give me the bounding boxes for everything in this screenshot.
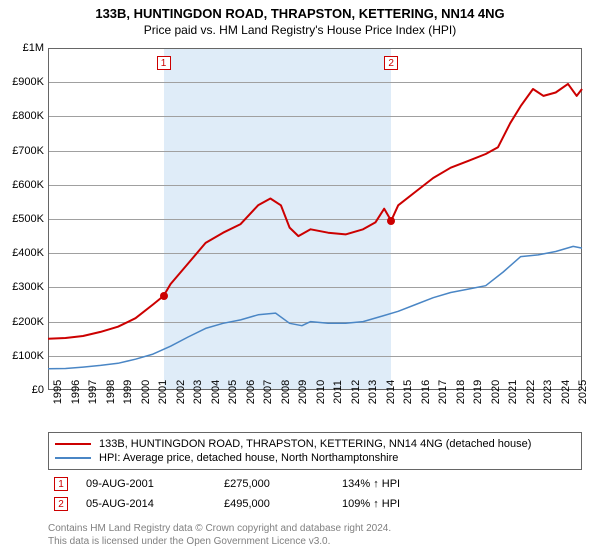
x-tick-label: 2007 [262, 380, 274, 404]
x-tick-label: 2022 [525, 380, 537, 404]
x-tick-label: 2001 [157, 380, 169, 404]
y-tick-label: £0 [32, 384, 44, 396]
x-tick-label: 2025 [577, 380, 589, 404]
sale-row: 2 05-AUG-2014 £495,000 109% ↑ HPI [48, 494, 582, 514]
sale-marker-dot [160, 292, 168, 300]
x-tick-label: 2013 [367, 380, 379, 404]
chart-subtitle: Price paid vs. HM Land Registry's House … [0, 21, 600, 41]
x-tick-label: 2008 [280, 380, 292, 404]
line-series-svg [48, 48, 582, 390]
legend-swatch [55, 457, 91, 459]
x-tick-label: 2015 [402, 380, 414, 404]
x-tick-label: 2006 [245, 380, 257, 404]
x-tick-label: 2005 [227, 380, 239, 404]
sale-row: 1 09-AUG-2001 £275,000 134% ↑ HPI [48, 474, 582, 494]
sale-row-marker: 2 [54, 497, 68, 511]
sale-price: £495,000 [224, 498, 324, 510]
x-tick-label: 2012 [350, 380, 362, 404]
legend-label: 133B, HUNTINGDON ROAD, THRAPSTON, KETTER… [99, 438, 531, 450]
legend-label: HPI: Average price, detached house, Nort… [99, 452, 398, 464]
x-tick-label: 2018 [455, 380, 467, 404]
x-tick-label: 1996 [70, 380, 82, 404]
x-tick-label: 1995 [52, 380, 64, 404]
y-tick-label: £900K [12, 76, 44, 88]
y-tick-label: £200K [12, 316, 44, 328]
sales-table: 1 09-AUG-2001 £275,000 134% ↑ HPI 2 05-AUG-20… [48, 474, 582, 514]
series-hpi [48, 246, 582, 368]
y-tick-label: £600K [12, 179, 44, 191]
chart-area: 12 £0£100K£200K£300K£400K£500K£600K£700K… [48, 48, 582, 390]
sale-row-marker: 1 [54, 477, 68, 491]
sale-date: 05-AUG-2014 [86, 498, 206, 510]
x-tick-label: 1999 [122, 380, 134, 404]
legend-item: HPI: Average price, detached house, Nort… [55, 451, 575, 465]
x-tick-label: 2002 [175, 380, 187, 404]
x-tick-label: 2009 [297, 380, 309, 404]
x-tick-label: 2010 [315, 380, 327, 404]
y-tick-label: £700K [12, 145, 44, 157]
sale-hpi: 109% ↑ HPI [342, 498, 462, 510]
legend-item: 133B, HUNTINGDON ROAD, THRAPSTON, KETTER… [55, 437, 575, 451]
y-tick-label: £300K [12, 281, 44, 293]
footnote-line2: This data is licensed under the Open Gov… [48, 535, 391, 548]
x-tick-label: 2024 [560, 380, 572, 404]
x-tick-label: 2014 [385, 380, 397, 404]
sale-date: 09-AUG-2001 [86, 478, 206, 490]
x-tick-label: 2019 [472, 380, 484, 404]
footnote: Contains HM Land Registry data © Crown c… [48, 522, 391, 548]
sale-marker-box: 2 [384, 56, 398, 70]
legend-swatch [55, 443, 91, 445]
legend-box: 133B, HUNTINGDON ROAD, THRAPSTON, KETTER… [48, 432, 582, 470]
x-tick-label: 2020 [490, 380, 502, 404]
y-tick-label: £400K [12, 247, 44, 259]
x-tick-label: 2017 [437, 380, 449, 404]
x-tick-label: 2011 [332, 380, 344, 404]
x-tick-label: 2021 [507, 380, 519, 404]
x-tick-label: 1998 [105, 380, 117, 404]
sale-price: £275,000 [224, 478, 324, 490]
x-tick-label: 1997 [87, 380, 99, 404]
sale-marker-dot [387, 217, 395, 225]
x-tick-label: 2023 [542, 380, 554, 404]
y-tick-label: £800K [12, 110, 44, 122]
y-tick-label: £100K [12, 350, 44, 362]
footnote-line1: Contains HM Land Registry data © Crown c… [48, 522, 391, 535]
chart-title: 133B, HUNTINGDON ROAD, THRAPSTON, KETTER… [0, 0, 600, 21]
x-tick-label: 2000 [140, 380, 152, 404]
x-tick-label: 2004 [210, 380, 222, 404]
x-tick-label: 2003 [192, 380, 204, 404]
x-tick-label: 2016 [420, 380, 432, 404]
y-tick-label: £1M [23, 42, 44, 54]
sale-hpi: 134% ↑ HPI [342, 478, 462, 490]
series-property [48, 84, 582, 339]
sale-marker-box: 1 [157, 56, 171, 70]
y-tick-label: £500K [12, 213, 44, 225]
